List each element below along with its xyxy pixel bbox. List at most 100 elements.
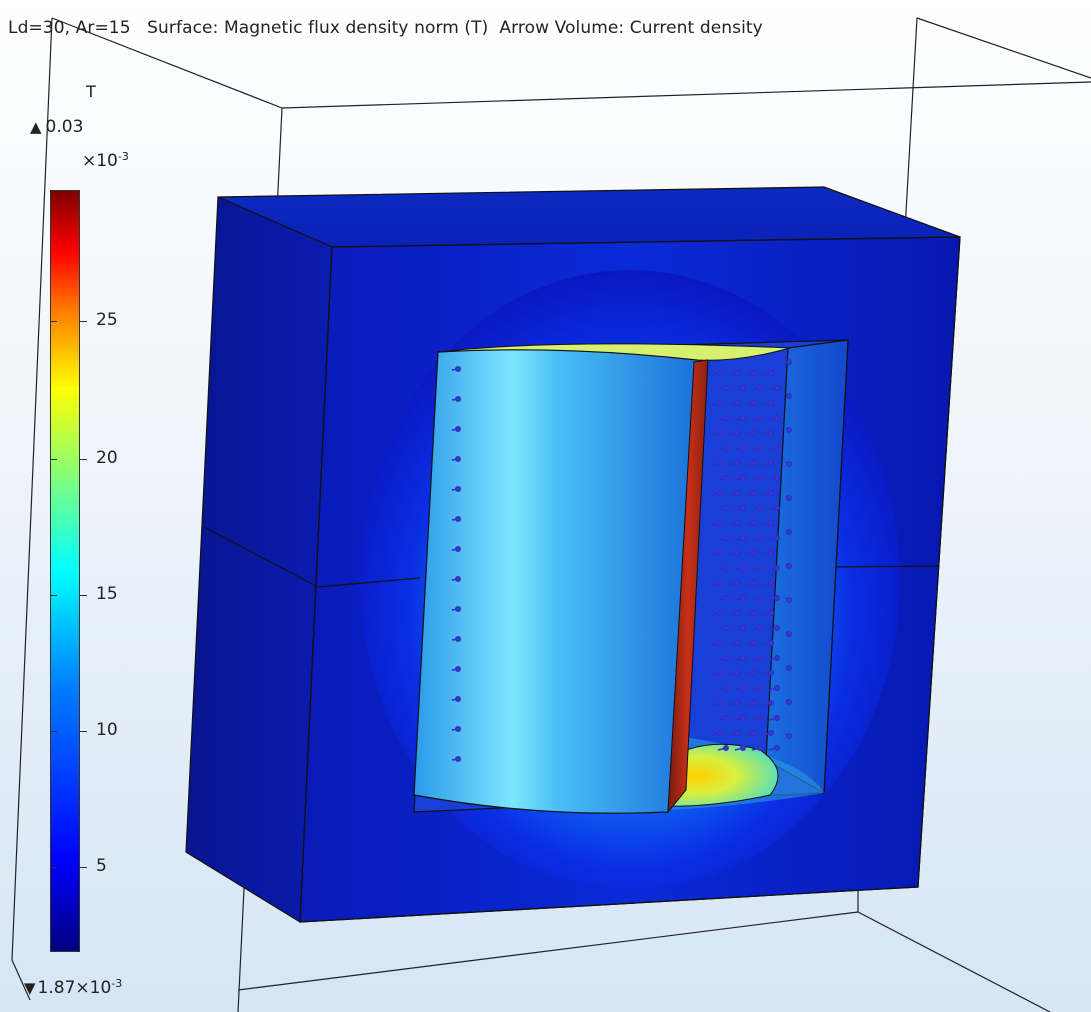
colorbar-tick-mark-inner [50,459,57,460]
current-arrow-head [751,700,757,706]
current-arrow-head [768,520,774,526]
current-arrow-head [740,625,746,631]
current-arrow-head [757,595,763,601]
colorbar-tick-label: 25 [96,310,118,330]
current-arrow-head [774,655,780,661]
current-arrow-head [768,550,774,556]
current-arrow-head [774,715,780,721]
current-arrow-head [734,610,740,616]
current-arrow-head [455,696,461,702]
current-arrow-head [455,576,461,582]
current-arrow-head [455,606,461,612]
current-arrow-head [734,520,740,526]
current-arrow-head [757,415,763,421]
current-arrow-head [786,495,792,501]
current-arrow-head [768,730,774,736]
current-arrow-head [774,385,780,391]
current-arrow-head [786,665,792,671]
current-arrow-head [786,631,792,637]
current-arrow-head [455,636,461,642]
current-arrow-head [774,415,780,421]
current-arrow-head [757,505,763,511]
current-arrow-head [751,460,757,466]
current-arrow-head [757,385,763,391]
current-arrow-head [757,535,763,541]
current-arrow-head [786,563,792,569]
current-arrow-head [786,529,792,535]
current-arrow-head [723,535,729,541]
colorbar-min-label: ▼ 1.87×10-3 [24,977,122,998]
plot-title: Ld=30, Ar=15 Surface: Magnetic flux dens… [8,18,763,38]
current-arrow-head [774,625,780,631]
current-arrow-head [774,595,780,601]
current-arrow-head [740,745,746,751]
current-arrow-head [740,415,746,421]
current-arrow-head [757,745,763,751]
current-arrow-head [740,535,746,541]
current-arrow-head [774,505,780,511]
current-arrow-head [734,700,740,706]
current-arrow-head [786,597,792,603]
current-arrow-head [717,460,723,466]
current-arrow-head [717,640,723,646]
current-arrow-head [751,430,757,436]
current-arrow-head [723,415,729,421]
current-arrow-head [717,580,723,586]
colorbar-unit-label: T [86,82,96,101]
current-arrow-head [740,385,746,391]
current-arrow-head [740,655,746,661]
current-arrow-head [751,550,757,556]
current-arrow-head [455,756,461,762]
current-arrow-head [455,516,461,522]
current-arrow-head [768,610,774,616]
current-arrow-head [740,505,746,511]
current-arrow-head [455,396,461,402]
current-arrow-head [751,670,757,676]
current-arrow-head [717,700,723,706]
current-arrow-head [768,670,774,676]
current-arrow-head [757,685,763,691]
current-arrow-head [757,715,763,721]
current-arrow-head [786,461,792,467]
current-arrow-head [757,445,763,451]
current-arrow-head [740,595,746,601]
colorbar-tick-mark [80,731,87,732]
current-arrow-head [774,685,780,691]
current-arrow-head [734,640,740,646]
current-arrow-head [768,370,774,376]
current-arrow-head [734,400,740,406]
current-arrow-head [723,625,729,631]
current-arrow-head [768,490,774,496]
current-arrow-head [717,400,723,406]
current-arrow-head [723,565,729,571]
colorbar-tick-mark [80,459,87,460]
current-arrow-head [717,730,723,736]
current-arrow-head [734,550,740,556]
colorbar-tick-label: 15 [96,584,118,604]
current-arrow-head [768,700,774,706]
current-arrow-head [768,460,774,466]
colorbar-exponent-base: ×10 [82,151,118,171]
current-arrow-head [786,359,792,365]
current-arrow-head [734,670,740,676]
current-arrow-head [740,565,746,571]
current-arrow-head [723,445,729,451]
current-arrow-head [717,490,723,496]
current-arrow-head [768,640,774,646]
current-arrow-head [751,640,757,646]
current-arrow-head [751,370,757,376]
current-arrow-head [717,670,723,676]
current-arrow-head [723,685,729,691]
core-window[interactable] [413,339,849,814]
current-arrow-head [740,475,746,481]
colorbar-max-value: 0.03 [45,117,84,137]
colorbar-min-mantissa: 1.87×10 [37,978,112,998]
colorbar-tick-mark-inner [50,321,57,322]
current-arrow-head [455,456,461,462]
current-arrow-head [757,475,763,481]
colorbar-tick-label: 5 [96,856,107,876]
current-arrow-head [751,490,757,496]
current-arrow-head [717,610,723,616]
